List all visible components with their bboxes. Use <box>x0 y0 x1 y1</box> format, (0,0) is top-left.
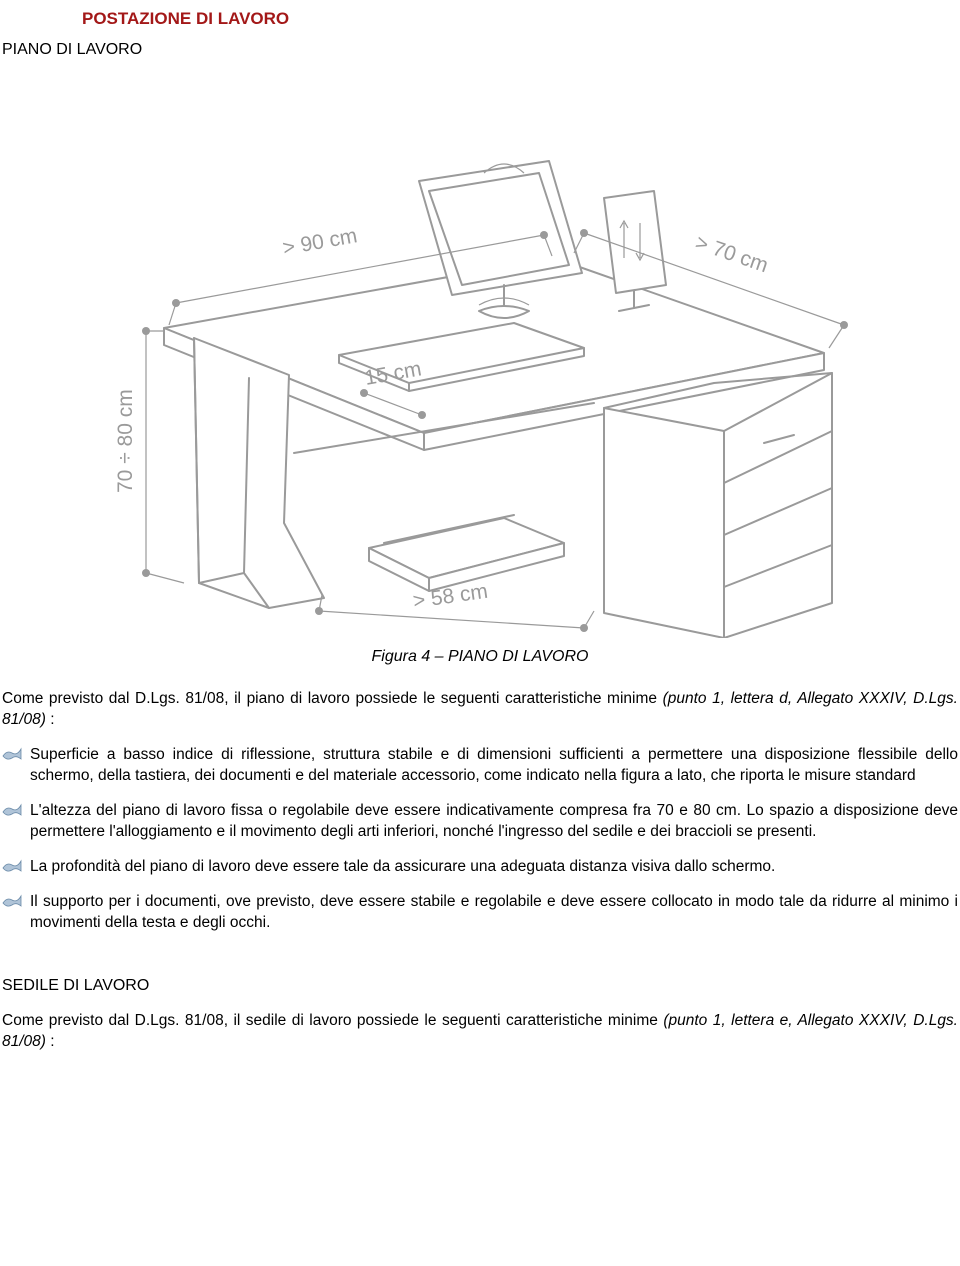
outro-prefix: Come previsto dal D.Lgs. 81/08, il sedil… <box>2 1012 663 1029</box>
bullet-text: L'altezza del piano di lavoro fissa o re… <box>30 801 958 843</box>
bullet-text: Superficie a basso indice di riflessione… <box>30 745 958 787</box>
figure-caption: Figura 4 – PIANO DI LAVORO <box>2 638 958 690</box>
bullet-item: Il supporto per i documenti, ove previst… <box>2 892 958 948</box>
bullet-item: L'altezza del piano di lavoro fissa o re… <box>2 801 958 857</box>
dim-height: 70 ÷ 80 cm <box>114 389 137 493</box>
intro-paragraph: Come previsto dal D.Lgs. 81/08, il piano… <box>2 689 958 745</box>
figure-desk: .ln { stroke:#9a9a9a; stroke-width:2; fi… <box>2 73 958 638</box>
dim-depth: > 70 cm <box>692 231 771 277</box>
bullet-item: Superficie a basso indice di riflessione… <box>2 745 958 801</box>
dim-width: > 90 cm <box>281 224 359 260</box>
intro-prefix: Come previsto dal D.Lgs. 81/08, il piano… <box>2 690 663 707</box>
doc-title: POSTAZIONE DI LAVORO <box>0 0 960 37</box>
bullet-item: La profondità del piano di lavoro deve e… <box>2 857 958 892</box>
section-subtitle: PIANO DI LAVORO <box>2 37 958 73</box>
bullet-icon <box>2 801 30 817</box>
outro-suffix: : <box>46 1033 55 1050</box>
bullet-icon <box>2 892 30 908</box>
bullet-list: Superficie a basso indice di riflessione… <box>2 745 958 947</box>
section2-title: SEDILE DI LAVORO <box>2 947 958 1011</box>
desk-diagram-svg: .ln { stroke:#9a9a9a; stroke-width:2; fi… <box>84 73 864 638</box>
bullet-icon <box>2 857 30 873</box>
bullet-icon <box>2 745 30 761</box>
intro-suffix: : <box>46 711 55 728</box>
outro-paragraph: Come previsto dal D.Lgs. 81/08, il sedil… <box>2 1011 958 1053</box>
bullet-text: La profondità del piano di lavoro deve e… <box>30 857 958 878</box>
bullet-text: Il supporto per i documenti, ove previst… <box>30 892 958 934</box>
